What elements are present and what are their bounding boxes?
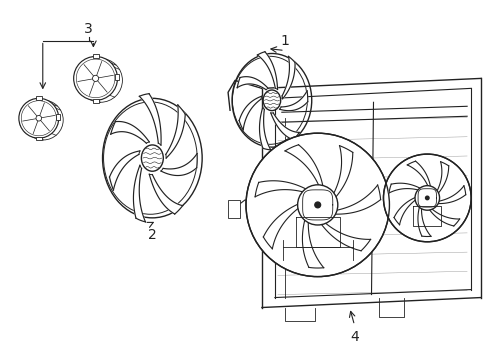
Bar xyxy=(115,74,119,80)
Circle shape xyxy=(19,98,59,138)
Text: 4: 4 xyxy=(349,330,358,345)
Polygon shape xyxy=(285,145,323,189)
Circle shape xyxy=(92,75,99,81)
Polygon shape xyxy=(435,186,465,204)
Polygon shape xyxy=(388,183,421,193)
Bar xyxy=(36,136,41,140)
Circle shape xyxy=(425,196,428,200)
Ellipse shape xyxy=(297,185,337,225)
Polygon shape xyxy=(139,94,161,145)
Polygon shape xyxy=(331,185,380,214)
Bar xyxy=(36,96,41,100)
Polygon shape xyxy=(435,162,448,195)
Polygon shape xyxy=(282,57,294,99)
Polygon shape xyxy=(407,161,430,189)
Polygon shape xyxy=(427,208,459,226)
Ellipse shape xyxy=(383,154,470,242)
Polygon shape xyxy=(319,221,370,251)
Circle shape xyxy=(23,100,63,140)
Polygon shape xyxy=(133,165,145,222)
Polygon shape xyxy=(239,96,261,130)
Circle shape xyxy=(36,116,41,121)
Polygon shape xyxy=(259,107,270,150)
Polygon shape xyxy=(255,181,308,197)
Polygon shape xyxy=(393,197,416,225)
Ellipse shape xyxy=(141,145,163,171)
Bar xyxy=(92,99,99,103)
Polygon shape xyxy=(279,91,307,111)
Circle shape xyxy=(74,57,117,100)
Bar xyxy=(227,200,240,218)
Text: 3: 3 xyxy=(84,22,93,36)
Polygon shape xyxy=(257,52,277,90)
Polygon shape xyxy=(165,105,185,158)
Polygon shape xyxy=(109,151,140,190)
Polygon shape xyxy=(331,146,352,200)
Polygon shape xyxy=(161,154,197,176)
Text: 1: 1 xyxy=(280,33,289,48)
Polygon shape xyxy=(270,113,299,140)
Bar xyxy=(92,54,99,58)
Polygon shape xyxy=(417,205,430,236)
Ellipse shape xyxy=(245,133,388,276)
Polygon shape xyxy=(110,121,149,143)
Text: 2: 2 xyxy=(148,228,157,242)
Bar xyxy=(56,114,60,120)
Polygon shape xyxy=(263,203,301,249)
Ellipse shape xyxy=(414,186,439,210)
Ellipse shape xyxy=(263,90,280,111)
Polygon shape xyxy=(302,216,323,268)
Circle shape xyxy=(314,202,320,208)
Polygon shape xyxy=(149,174,183,214)
Polygon shape xyxy=(237,77,268,90)
Circle shape xyxy=(79,58,122,102)
